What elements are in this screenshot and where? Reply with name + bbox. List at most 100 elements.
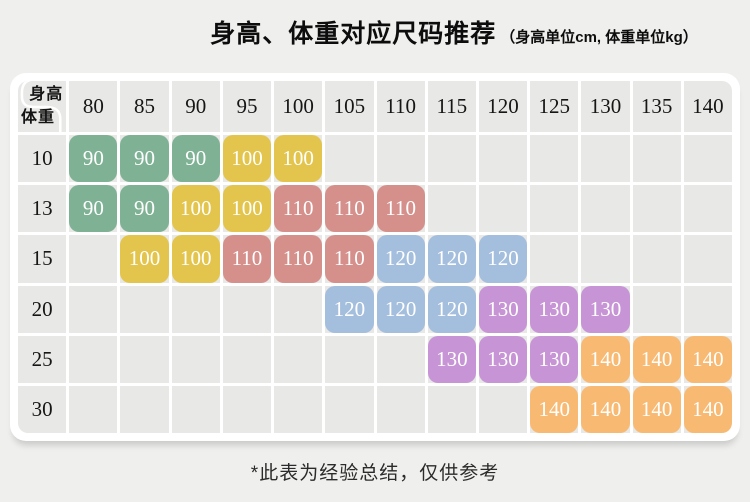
size-cell: 140 <box>632 335 681 383</box>
size-badge: 100 <box>274 135 323 183</box>
size-cell <box>120 285 169 333</box>
size-cell: 110 <box>325 235 374 283</box>
size-chart-grid: 身高 体重 80 85 90 95 100 105 110 115 120 125 130 135 14… <box>18 81 732 433</box>
size-cell <box>632 285 681 333</box>
size-cell <box>69 235 118 283</box>
size-cell: 90 <box>120 135 169 183</box>
size-cell: 140 <box>530 385 579 433</box>
height-header-cell: 130 <box>581 81 630 132</box>
size-cell <box>581 135 630 183</box>
size-cell: 100 <box>222 185 272 233</box>
size-badge: 140 <box>632 385 681 433</box>
size-cell <box>683 235 732 283</box>
size-cell: 130 <box>581 285 630 333</box>
size-cell: 90 <box>120 185 169 233</box>
height-header-cell: 105 <box>325 81 374 132</box>
size-cell: 100 <box>274 135 323 183</box>
height-header-cell: 115 <box>427 81 476 132</box>
size-badge: 90 <box>120 135 169 183</box>
height-header-cell: 80 <box>69 81 118 132</box>
height-header-value: 140 <box>692 94 724 118</box>
size-cell: 130 <box>478 335 528 383</box>
size-badge: 120 <box>427 235 476 283</box>
size-badge: 130 <box>530 285 579 333</box>
height-header-value: 120 <box>487 94 519 118</box>
size-badge: 100 <box>222 185 272 233</box>
height-header-cell: 100 <box>274 81 323 132</box>
size-badge: 110 <box>274 185 323 233</box>
size-cell: 90 <box>171 135 220 183</box>
size-cell: 120 <box>325 285 374 333</box>
size-cell <box>530 235 579 283</box>
size-cell: 100 <box>171 185 220 233</box>
size-cell <box>478 135 528 183</box>
height-header-cell: 95 <box>222 81 272 132</box>
height-header-cell: 125 <box>530 81 579 132</box>
size-cell <box>274 285 323 333</box>
weight-label-value: 20 <box>31 296 53 321</box>
size-cell <box>530 185 579 233</box>
size-cell: 100 <box>171 235 220 283</box>
size-badge: 140 <box>683 335 732 383</box>
height-header-cell: 110 <box>376 81 425 132</box>
size-badge: 110 <box>325 235 374 283</box>
size-cell: 130 <box>478 285 528 333</box>
size-badge: 120 <box>376 285 425 333</box>
diagonal-divider-icon <box>20 81 62 132</box>
size-cell: 130 <box>427 335 476 383</box>
size-badge: 90 <box>69 135 118 183</box>
size-badge: 130 <box>581 285 630 333</box>
size-cell: 90 <box>69 135 118 183</box>
size-cell <box>376 335 425 383</box>
weight-label-cell: 30 <box>18 385 67 433</box>
size-cell <box>427 135 476 183</box>
size-badge: 100 <box>171 235 220 283</box>
size-cell: 110 <box>274 185 323 233</box>
size-cell <box>478 385 528 433</box>
height-header-value: 95 <box>236 94 258 118</box>
size-cell: 130 <box>530 335 579 383</box>
size-badge: 130 <box>478 335 528 383</box>
size-cell <box>683 135 732 183</box>
size-cell: 90 <box>69 185 118 233</box>
height-header-value: 135 <box>640 94 673 118</box>
size-cell <box>325 385 374 433</box>
size-cell: 120 <box>376 235 425 283</box>
size-cell: 110 <box>325 185 374 233</box>
height-header-cell: 140 <box>683 81 732 132</box>
size-cell <box>69 285 118 333</box>
weight-label-value: 13 <box>31 196 53 221</box>
size-cell <box>69 385 118 433</box>
size-cell: 140 <box>683 385 732 433</box>
size-cell: 100 <box>120 235 169 283</box>
height-header-cell: 90 <box>171 81 220 132</box>
size-badge: 110 <box>325 185 374 233</box>
size-cell <box>478 185 528 233</box>
weight-label-cell: 20 <box>18 285 67 333</box>
weight-label-value: 15 <box>31 246 53 271</box>
size-cell: 120 <box>427 285 476 333</box>
size-cell: 110 <box>274 235 323 283</box>
size-cell <box>683 185 732 233</box>
weight-label-cell: 25 <box>18 335 67 383</box>
size-cell <box>632 185 681 233</box>
height-header-value: 90 <box>185 94 207 118</box>
corner-height-label: 身高 <box>29 86 64 103</box>
size-cell <box>427 385 476 433</box>
size-badge: 100 <box>222 135 272 183</box>
size-badge: 100 <box>171 185 220 233</box>
size-cell <box>69 335 118 383</box>
size-cell: 110 <box>376 185 425 233</box>
size-cell <box>376 385 425 433</box>
size-chart-card: 身高 体重 80 85 90 95 100 105 110 115 120 125 130 135 14… <box>10 73 740 441</box>
size-badge: 110 <box>222 235 272 283</box>
height-header-cell: 135 <box>632 81 681 132</box>
size-cell: 140 <box>683 335 732 383</box>
height-header-cell: 85 <box>120 81 169 132</box>
size-cell: 140 <box>581 385 630 433</box>
size-cell <box>325 135 374 183</box>
size-cell <box>325 335 374 383</box>
size-badge: 140 <box>530 385 579 433</box>
size-cell <box>171 385 220 433</box>
size-badge: 140 <box>632 335 681 383</box>
